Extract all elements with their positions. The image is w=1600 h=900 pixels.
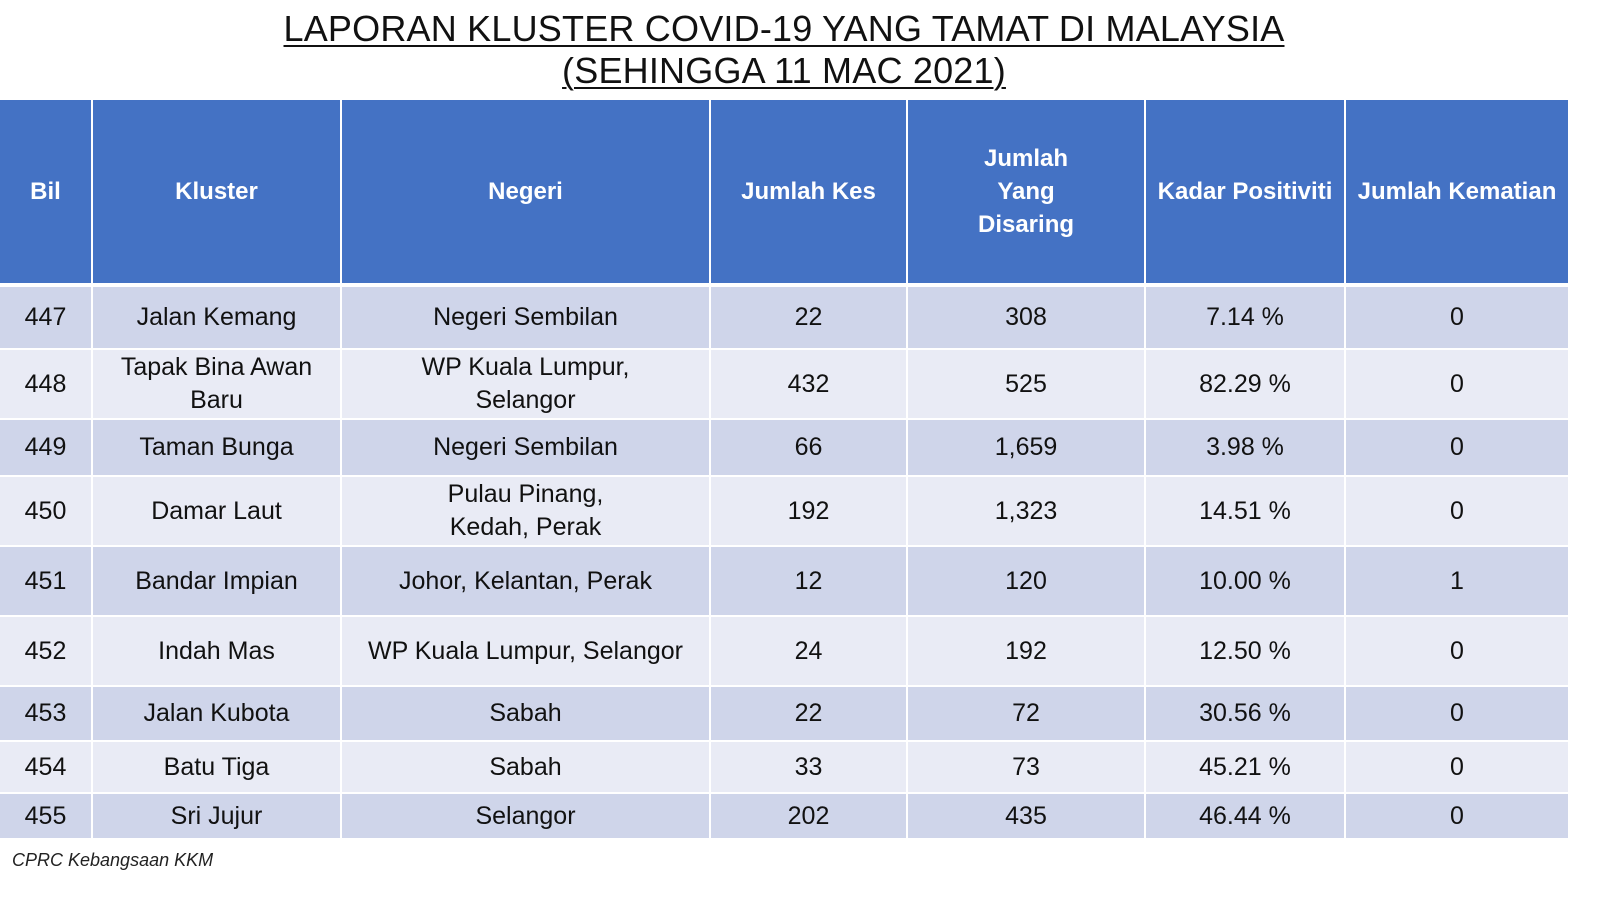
cell-kadar-positiviti: 12.50 % (1145, 616, 1346, 687)
cell-negeri: Pulau Pinang, Kedah, Perak (341, 476, 711, 547)
cell-kadar-positiviti: 82.29 % (1145, 349, 1346, 420)
table-row: 453 Jalan Kubota Sabah 22 72 30.56 % 0 (0, 686, 1568, 742)
cell-jumlah-kes: 22 (710, 285, 908, 350)
cell-jumlah-kes: 66 (710, 419, 908, 477)
cell-kadar-positiviti: 3.98 % (1145, 419, 1346, 477)
cell-jumlah-disaring: 192 (907, 616, 1146, 687)
title-line-2: (SEHINGGA 11 MAC 2021) (0, 50, 1568, 92)
table-row: 451 Bandar Impian Johor, Kelantan, Perak… (0, 546, 1568, 617)
table-row: 455 Sri Jujur Selangor 202 435 46.44 % 0 (0, 793, 1568, 840)
cell-kluster: Jalan Kubota (92, 686, 342, 742)
cell-jumlah-kematian: 0 (1345, 741, 1568, 794)
report-title: LAPORAN KLUSTER COVID-19 YANG TAMAT DI M… (0, 8, 1568, 92)
cell-jumlah-kes: 22 (710, 686, 908, 742)
cell-jumlah-disaring: 525 (907, 349, 1146, 420)
cell-jumlah-kes: 33 (710, 741, 908, 794)
table-row: 454 Batu Tiga Sabah 33 73 45.21 % 0 (0, 741, 1568, 794)
cell-jumlah-kematian: 0 (1345, 419, 1568, 477)
cell-kluster: Tapak Bina Awan Baru (92, 349, 342, 420)
table-row: 450 Damar Laut Pulau Pinang, Kedah, Pera… (0, 476, 1568, 547)
cell-bil: 452 (0, 616, 93, 687)
cell-jumlah-disaring: 72 (907, 686, 1146, 742)
source-note: CPRC Kebangsaan KKM (12, 850, 214, 870)
cell-negeri: WP Kuala Lumpur, Selangor (341, 616, 711, 687)
cell-jumlah-disaring: 435 (907, 793, 1146, 840)
cell-jumlah-kes: 192 (710, 476, 908, 547)
cell-kadar-positiviti: 46.44 % (1145, 793, 1346, 840)
title-text-2: (SEHINGGA 11 MAC 2021) (562, 50, 1006, 91)
cell-jumlah-kematian: 0 (1345, 686, 1568, 742)
cluster-table: Bil Kluster Negeri Jumlah Kes Jumlah Yan… (0, 100, 1568, 840)
table-row: 449 Taman Bunga Negeri Sembilan 66 1,659… (0, 419, 1568, 477)
cell-negeri: WP Kuala Lumpur, Selangor (341, 349, 711, 420)
header-jumlah-kematian: Jumlah Kematian (1345, 100, 1568, 287)
title-text-1: LAPORAN KLUSTER COVID-19 YANG TAMAT DI M… (283, 8, 1285, 49)
cell-bil: 447 (0, 285, 93, 350)
cell-kadar-positiviti: 10.00 % (1145, 546, 1346, 617)
cell-kluster: Taman Bunga (92, 419, 342, 477)
header-kadar-positiviti: Kadar Positiviti (1145, 100, 1346, 287)
header-jumlah-kes: Jumlah Kes (710, 100, 908, 287)
cell-bil: 454 (0, 741, 93, 794)
cell-jumlah-disaring: 73 (907, 741, 1146, 794)
cell-jumlah-kes: 432 (710, 349, 908, 420)
cell-bil: 453 (0, 686, 93, 742)
cell-jumlah-kematian: 0 (1345, 349, 1568, 420)
cell-jumlah-kematian: 0 (1345, 476, 1568, 547)
cell-jumlah-disaring: 1,323 (907, 476, 1146, 547)
table-row: 448 Tapak Bina Awan Baru WP Kuala Lumpur… (0, 349, 1568, 420)
cell-jumlah-kematian: 0 (1345, 793, 1568, 840)
cell-jumlah-disaring: 1,659 (907, 419, 1146, 477)
cell-jumlah-kes: 24 (710, 616, 908, 687)
cell-kluster: Indah Mas (92, 616, 342, 687)
cell-negeri: Sabah (341, 686, 711, 742)
table-row: 452 Indah Mas WP Kuala Lumpur, Selangor … (0, 616, 1568, 687)
cell-kadar-positiviti: 45.21 % (1145, 741, 1346, 794)
cell-bil: 455 (0, 793, 93, 840)
table-row: 447 Jalan Kemang Negeri Sembilan 22 308 … (0, 285, 1568, 350)
cell-kadar-positiviti: 14.51 % (1145, 476, 1346, 547)
cell-jumlah-kes: 202 (710, 793, 908, 840)
header-bil: Bil (0, 100, 93, 287)
cell-jumlah-kematian: 0 (1345, 616, 1568, 687)
cell-jumlah-kematian: 0 (1345, 285, 1568, 350)
cell-bil: 451 (0, 546, 93, 617)
cell-kluster: Bandar Impian (92, 546, 342, 617)
cell-jumlah-disaring: 308 (907, 285, 1146, 350)
cell-kluster: Batu Tiga (92, 741, 342, 794)
cell-negeri: Sabah (341, 741, 711, 794)
cell-negeri: Johor, Kelantan, Perak (341, 546, 711, 617)
table-body: 447 Jalan Kemang Negeri Sembilan 22 308 … (0, 285, 1568, 840)
cell-bil: 449 (0, 419, 93, 477)
title-line-1: LAPORAN KLUSTER COVID-19 YANG TAMAT DI M… (0, 8, 1568, 50)
cell-kluster: Sri Jujur (92, 793, 342, 840)
cell-negeri: Negeri Sembilan (341, 285, 711, 350)
cell-bil: 450 (0, 476, 93, 547)
cell-kluster: Damar Laut (92, 476, 342, 547)
cell-kluster: Jalan Kemang (92, 285, 342, 350)
header-jumlah-disaring: Jumlah Yang Disaring (907, 100, 1146, 287)
cell-bil: 448 (0, 349, 93, 420)
cell-jumlah-kes: 12 (710, 546, 908, 617)
header-kluster: Kluster (92, 100, 342, 287)
cell-jumlah-kematian: 1 (1345, 546, 1568, 617)
cell-negeri: Selangor (341, 793, 711, 840)
cell-jumlah-disaring: 120 (907, 546, 1146, 617)
cell-kadar-positiviti: 30.56 % (1145, 686, 1346, 742)
table-header-row: Bil Kluster Negeri Jumlah Kes Jumlah Yan… (0, 100, 1568, 287)
header-negeri: Negeri (341, 100, 711, 287)
cell-kadar-positiviti: 7.14 % (1145, 285, 1346, 350)
cell-negeri: Negeri Sembilan (341, 419, 711, 477)
